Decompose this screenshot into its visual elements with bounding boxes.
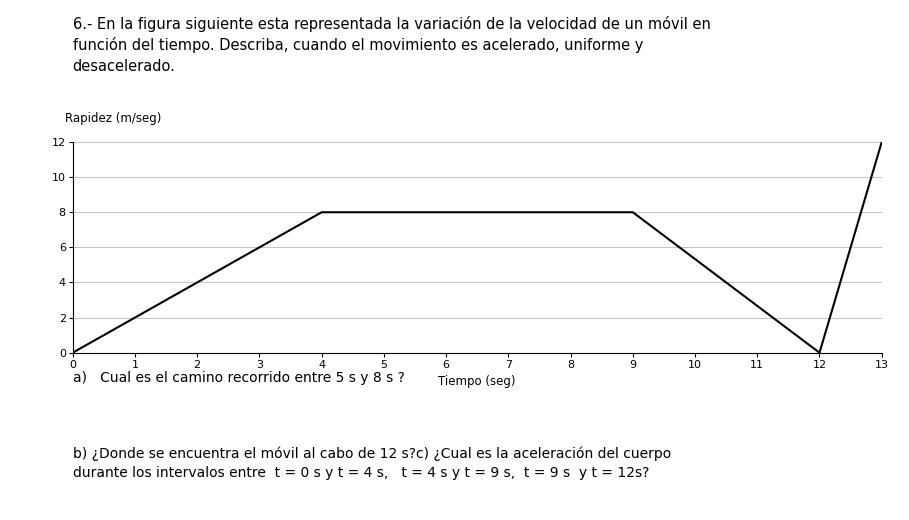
Text: Rapidez (m/seg): Rapidez (m/seg) — [65, 112, 161, 125]
Text: 6.- En la figura siguiente esta representada la variación de la velocidad de un : 6.- En la figura siguiente esta represen… — [73, 16, 711, 74]
Text: b) ¿Donde se encuentra el móvil al cabo de 12 s?c) ¿Cual es la aceleración del c: b) ¿Donde se encuentra el móvil al cabo … — [73, 447, 671, 479]
Text: a)   Cual es el camino recorrido entre 5 s y 8 s ?: a) Cual es el camino recorrido entre 5 s… — [73, 371, 405, 385]
X-axis label: Tiempo (seg): Tiempo (seg) — [438, 375, 516, 388]
